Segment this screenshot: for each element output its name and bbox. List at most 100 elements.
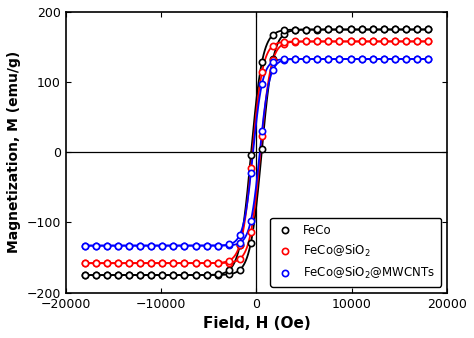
FeCo bbox=[226, 268, 232, 272]
FeCo@SiO$_2$ bbox=[392, 40, 398, 44]
FeCo@SiO$_2$ bbox=[314, 40, 320, 44]
FeCo bbox=[414, 27, 420, 31]
FeCo@SiO$_2$ bbox=[148, 261, 154, 265]
FeCo bbox=[392, 27, 398, 31]
FeCo@SiO$_2$@MWCNTs bbox=[204, 244, 210, 248]
FeCo bbox=[237, 243, 243, 247]
FeCo@SiO$_2$@MWCNTs bbox=[148, 244, 154, 248]
FeCo bbox=[148, 273, 154, 277]
FeCo@SiO$_2$ bbox=[104, 261, 110, 265]
FeCo@SiO$_2$ bbox=[359, 40, 365, 44]
FeCo@SiO$_2$@MWCNTs bbox=[392, 57, 398, 61]
FeCo@SiO$_2$ bbox=[226, 259, 232, 263]
FeCo@SiO$_2$ bbox=[82, 261, 88, 265]
FeCo bbox=[137, 273, 143, 277]
FeCo@SiO$_2$ bbox=[370, 40, 375, 44]
FeCo@SiO$_2$@MWCNTs bbox=[104, 244, 110, 248]
FeCo bbox=[104, 273, 110, 277]
FeCo@SiO$_2$ bbox=[414, 40, 420, 44]
FeCo@SiO$_2$@MWCNTs bbox=[359, 57, 365, 61]
FeCo@SiO$_2$@MWCNTs bbox=[370, 57, 375, 61]
FeCo@SiO$_2$ bbox=[348, 40, 354, 44]
FeCo@SiO$_2$@MWCNTs bbox=[381, 57, 387, 61]
FeCo@SiO$_2$@MWCNTs bbox=[259, 82, 265, 86]
FeCo bbox=[292, 28, 298, 32]
FeCo@SiO$_2$@MWCNTs bbox=[337, 57, 342, 61]
FeCo@SiO$_2$ bbox=[270, 44, 276, 48]
FeCo@SiO$_2$@MWCNTs bbox=[82, 244, 88, 248]
FeCo@SiO$_2$@MWCNTs bbox=[348, 57, 354, 61]
FeCo bbox=[425, 27, 431, 31]
FeCo@SiO$_2$ bbox=[337, 40, 342, 44]
FeCo@SiO$_2$@MWCNTs bbox=[193, 244, 199, 248]
FeCo bbox=[93, 273, 99, 277]
FeCo bbox=[248, 153, 254, 158]
FeCo bbox=[403, 27, 409, 31]
FeCo@SiO$_2$@MWCNTs bbox=[137, 244, 143, 248]
FeCo bbox=[115, 273, 121, 277]
FeCo@SiO$_2$ bbox=[326, 40, 331, 44]
FeCo bbox=[159, 273, 165, 277]
FeCo bbox=[348, 27, 354, 31]
FeCo bbox=[370, 27, 375, 31]
Line: FeCo: FeCo bbox=[82, 26, 431, 278]
FeCo bbox=[270, 33, 276, 37]
FeCo bbox=[204, 273, 210, 277]
FeCo bbox=[259, 60, 265, 64]
FeCo@SiO$_2$@MWCNTs bbox=[403, 57, 409, 61]
FeCo@SiO$_2$ bbox=[237, 243, 243, 247]
FeCo@SiO$_2$ bbox=[171, 261, 176, 265]
FeCo bbox=[337, 27, 342, 31]
FeCo bbox=[126, 273, 132, 277]
FeCo@SiO$_2$ bbox=[115, 261, 121, 265]
FeCo@SiO$_2$@MWCNTs bbox=[237, 233, 243, 237]
FeCo@SiO$_2$ bbox=[303, 40, 309, 44]
FeCo@SiO$_2$@MWCNTs bbox=[414, 57, 420, 61]
FeCo bbox=[215, 272, 220, 276]
FeCo bbox=[82, 273, 88, 277]
FeCo@SiO$_2$ bbox=[204, 261, 210, 265]
FeCo bbox=[303, 27, 309, 31]
FeCo@SiO$_2$ bbox=[248, 166, 254, 170]
FeCo bbox=[359, 27, 365, 31]
FeCo@SiO$_2$ bbox=[215, 261, 220, 265]
FeCo@SiO$_2$ bbox=[182, 261, 187, 265]
FeCo@SiO$_2$ bbox=[159, 261, 165, 265]
FeCo@SiO$_2$@MWCNTs bbox=[270, 60, 276, 64]
FeCo bbox=[171, 273, 176, 277]
FeCo@SiO$_2$@MWCNTs bbox=[425, 57, 431, 61]
FeCo@SiO$_2$ bbox=[259, 70, 265, 74]
FeCo@SiO$_2$@MWCNTs bbox=[159, 244, 165, 248]
FeCo@SiO$_2$ bbox=[137, 261, 143, 265]
FeCo@SiO$_2$ bbox=[403, 40, 409, 44]
FeCo@SiO$_2$@MWCNTs bbox=[115, 244, 121, 248]
FeCo@SiO$_2$ bbox=[93, 261, 99, 265]
FeCo@SiO$_2$@MWCNTs bbox=[303, 57, 309, 61]
FeCo@SiO$_2$@MWCNTs bbox=[326, 57, 331, 61]
Line: FeCo@SiO$_2$@MWCNTs: FeCo@SiO$_2$@MWCNTs bbox=[82, 56, 431, 249]
FeCo@SiO$_2$@MWCNTs bbox=[182, 244, 187, 248]
X-axis label: Field, H (Oe): Field, H (Oe) bbox=[202, 316, 310, 331]
FeCo@SiO$_2$ bbox=[281, 40, 287, 44]
FeCo@SiO$_2$ bbox=[425, 40, 431, 44]
FeCo bbox=[281, 28, 287, 32]
FeCo bbox=[381, 27, 387, 31]
FeCo@SiO$_2$ bbox=[292, 40, 298, 44]
Y-axis label: Magnetization, M (emu/g): Magnetization, M (emu/g) bbox=[7, 51, 21, 254]
FeCo@SiO$_2$@MWCNTs bbox=[171, 244, 176, 248]
FeCo@SiO$_2$@MWCNTs bbox=[126, 244, 132, 248]
FeCo@SiO$_2$ bbox=[381, 40, 387, 44]
FeCo@SiO$_2$ bbox=[193, 261, 199, 265]
Legend: FeCo, FeCo@SiO$_2$, FeCo@SiO$_2$@MWCNTs: FeCo, FeCo@SiO$_2$, FeCo@SiO$_2$@MWCNTs bbox=[270, 218, 441, 287]
FeCo@SiO$_2$@MWCNTs bbox=[226, 242, 232, 246]
FeCo@SiO$_2$@MWCNTs bbox=[314, 57, 320, 61]
FeCo@SiO$_2$@MWCNTs bbox=[215, 243, 220, 247]
FeCo bbox=[182, 273, 187, 277]
FeCo bbox=[314, 27, 320, 31]
FeCo@SiO$_2$@MWCNTs bbox=[292, 57, 298, 61]
FeCo bbox=[326, 27, 331, 31]
FeCo@SiO$_2$@MWCNTs bbox=[248, 171, 254, 175]
FeCo@SiO$_2$ bbox=[126, 261, 132, 265]
FeCo@SiO$_2$@MWCNTs bbox=[281, 57, 287, 61]
FeCo@SiO$_2$@MWCNTs bbox=[93, 244, 99, 248]
